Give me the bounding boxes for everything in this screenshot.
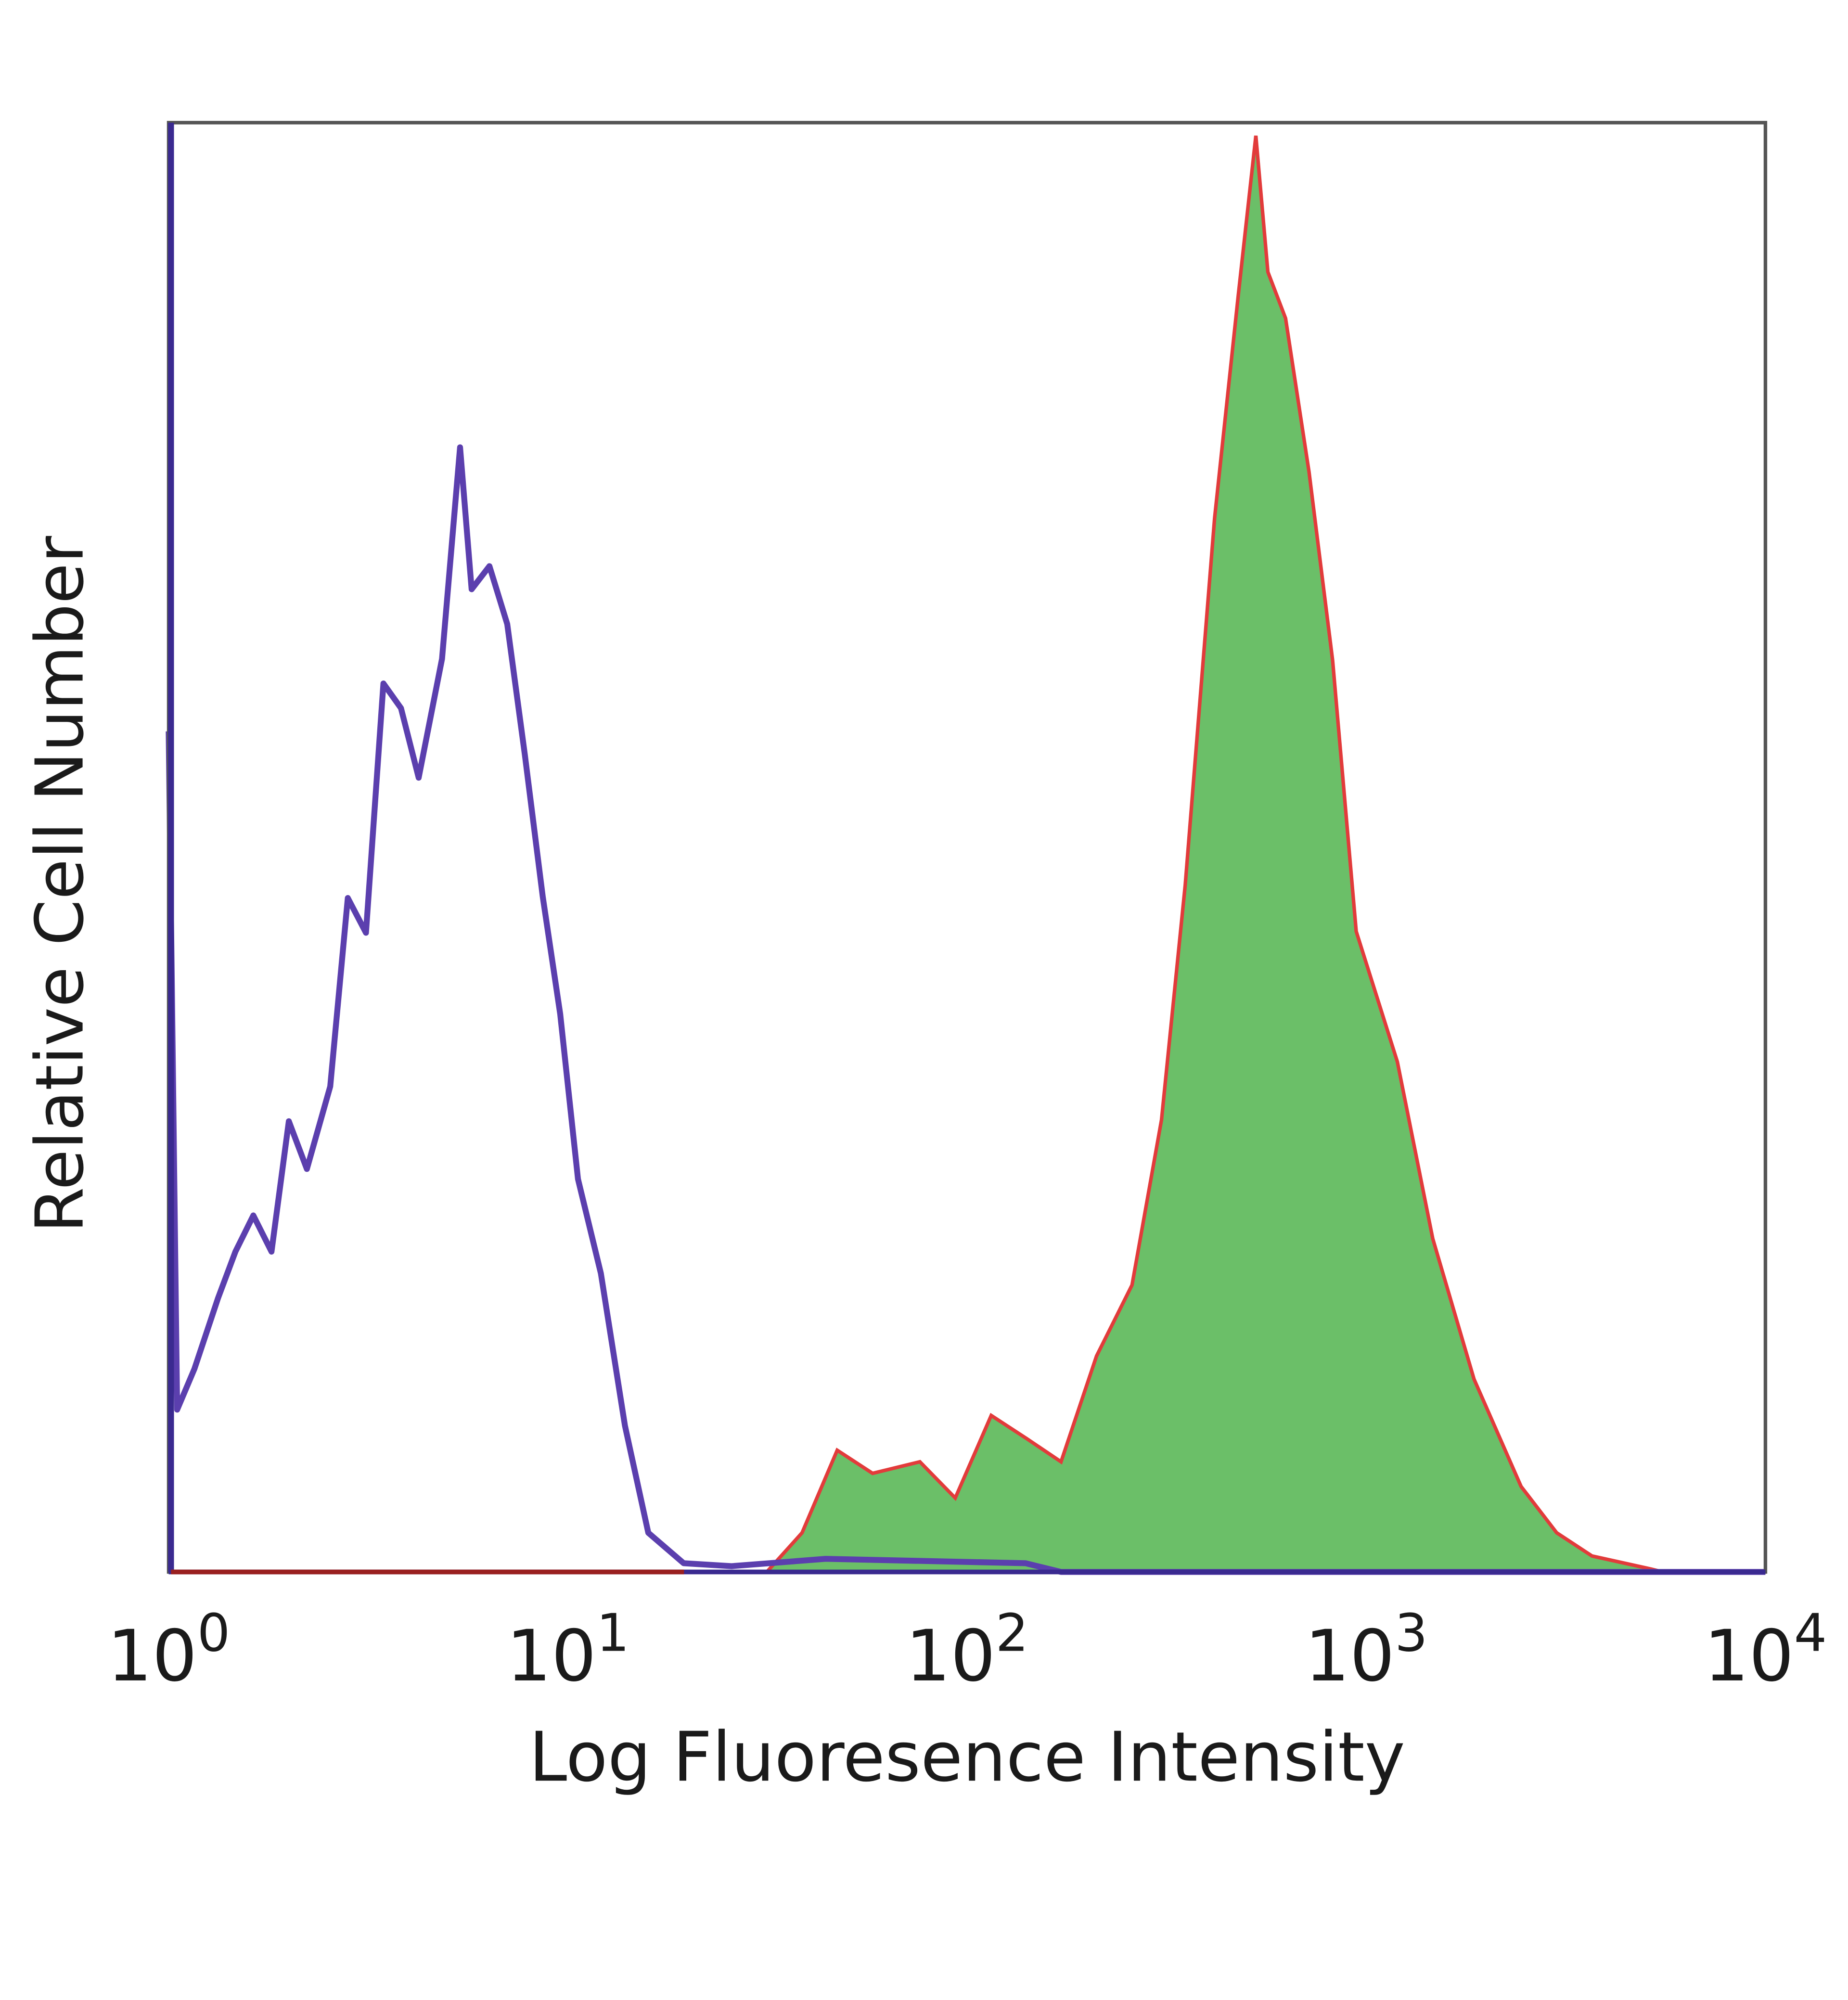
tick-exponent: 1 bbox=[596, 1603, 629, 1664]
control-histogram-line bbox=[166, 444, 1766, 1575]
x-tick-label: 101 bbox=[506, 1603, 629, 1697]
tick-base: 10 bbox=[107, 1615, 197, 1697]
tick-base: 10 bbox=[1704, 1615, 1794, 1697]
tick-exponent: 2 bbox=[996, 1603, 1029, 1664]
x-tick-label: 102 bbox=[906, 1603, 1029, 1697]
tick-exponent: 4 bbox=[1794, 1603, 1827, 1664]
tick-base: 10 bbox=[906, 1615, 996, 1697]
x-tick-label: 103 bbox=[1305, 1603, 1428, 1697]
stained-histogram-fill bbox=[767, 136, 1663, 1572]
series-layer bbox=[166, 135, 1766, 1575]
plot-frame bbox=[167, 121, 1768, 1574]
tick-exponent: 0 bbox=[197, 1603, 231, 1664]
x-tick-label: 100 bbox=[107, 1603, 231, 1697]
tick-base: 10 bbox=[506, 1615, 596, 1697]
stained-histogram-outline bbox=[765, 135, 1663, 1574]
tick-base: 10 bbox=[1305, 1615, 1395, 1697]
x-tick-label: 104 bbox=[1704, 1603, 1827, 1697]
y-axis-label: Relative Cell Number bbox=[22, 536, 99, 1233]
tick-exponent: 3 bbox=[1395, 1603, 1428, 1664]
x-axis-label: Log Fluoresence Intensity bbox=[529, 1717, 1405, 1797]
x-tick-labels: 100 101 102 103 104 bbox=[107, 1603, 1827, 1697]
